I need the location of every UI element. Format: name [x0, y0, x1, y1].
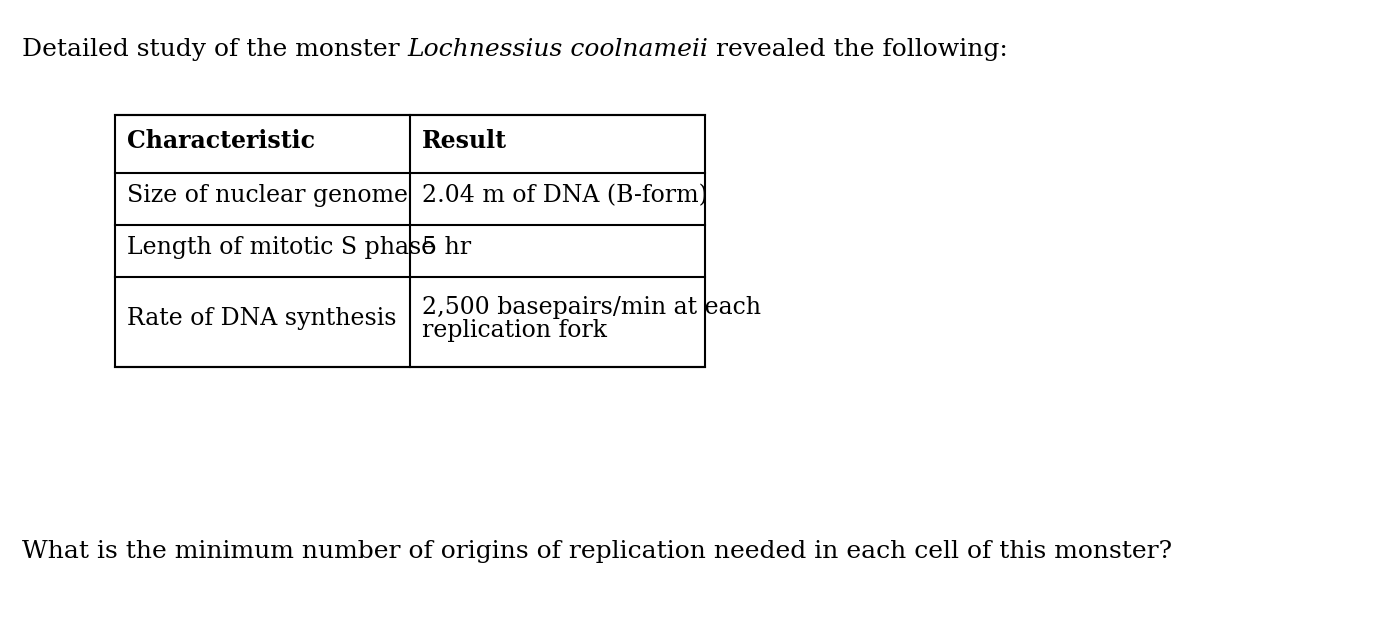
Text: Size of nuclear genome: Size of nuclear genome	[127, 184, 408, 208]
Text: replication fork: replication fork	[422, 320, 607, 342]
Text: Lochnessius coolnameii: Lochnessius coolnameii	[408, 38, 709, 61]
Text: 2,500 basepairs/min at each: 2,500 basepairs/min at each	[422, 295, 761, 318]
Text: 2.04 m of DNA (B-form): 2.04 m of DNA (B-form)	[422, 184, 708, 208]
Text: Length of mitotic S phase: Length of mitotic S phase	[127, 237, 436, 260]
Text: Rate of DNA synthesis: Rate of DNA synthesis	[127, 307, 396, 331]
Text: 5 hr: 5 hr	[422, 237, 470, 260]
Text: Characteristic: Characteristic	[127, 129, 315, 153]
Text: What is the minimum number of origins of replication needed in each cell of this: What is the minimum number of origins of…	[22, 540, 1173, 563]
Text: Result: Result	[422, 129, 507, 153]
Text: revealed the following:: revealed the following:	[709, 38, 1008, 61]
Text: Detailed study of the monster: Detailed study of the monster	[22, 38, 408, 61]
